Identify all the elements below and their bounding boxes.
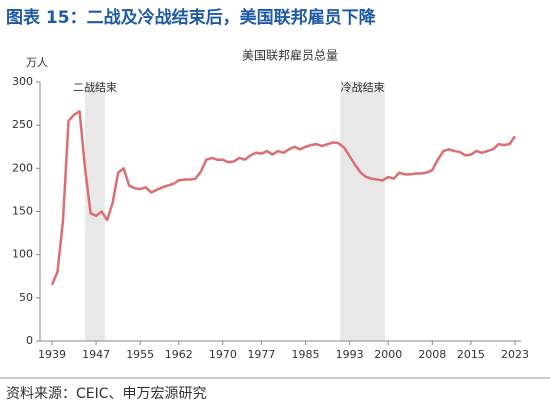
page-title: 图表 15：二战及冷战结束后，美国联邦雇员下降: [6, 7, 377, 28]
shaded-period: [85, 82, 105, 341]
x-tick-label: 1955: [126, 348, 154, 361]
chart-title: 美国联邦雇员总量: [242, 48, 338, 63]
x-tick-label: 1939: [38, 348, 66, 361]
x-tick-label: 2008: [418, 348, 446, 361]
x-tick-label: 1977: [247, 348, 275, 361]
x-tick-label: 1985: [292, 348, 320, 361]
x-tick-label: 2000: [374, 348, 402, 361]
x-tick-label: 1947: [82, 348, 110, 361]
y-tick-label: 0: [26, 334, 33, 347]
y-tick-label: 150: [12, 205, 33, 218]
series-line: [50, 110, 517, 286]
x-tick-label: 1993: [336, 348, 364, 361]
y-tick-label: 250: [12, 118, 33, 131]
x-tick-label: 1962: [165, 348, 193, 361]
y-tick-label: 50: [19, 291, 33, 304]
y-tick-label: 300: [12, 75, 33, 88]
x-tick-label: 1970: [209, 348, 237, 361]
y-unit: 万人: [26, 56, 48, 69]
source: 资料来源：CEIC、申万宏源研究: [6, 386, 207, 402]
y-tick-label: 200: [12, 161, 33, 174]
x-tick-label: 2015: [457, 348, 485, 361]
x-tick-label: 2023: [501, 348, 529, 361]
shaded-label: 二战结束: [73, 81, 117, 94]
shaded-label: 冷战结束: [341, 81, 385, 94]
y-tick-label: 100: [12, 248, 33, 261]
shaded-period: [340, 82, 385, 341]
